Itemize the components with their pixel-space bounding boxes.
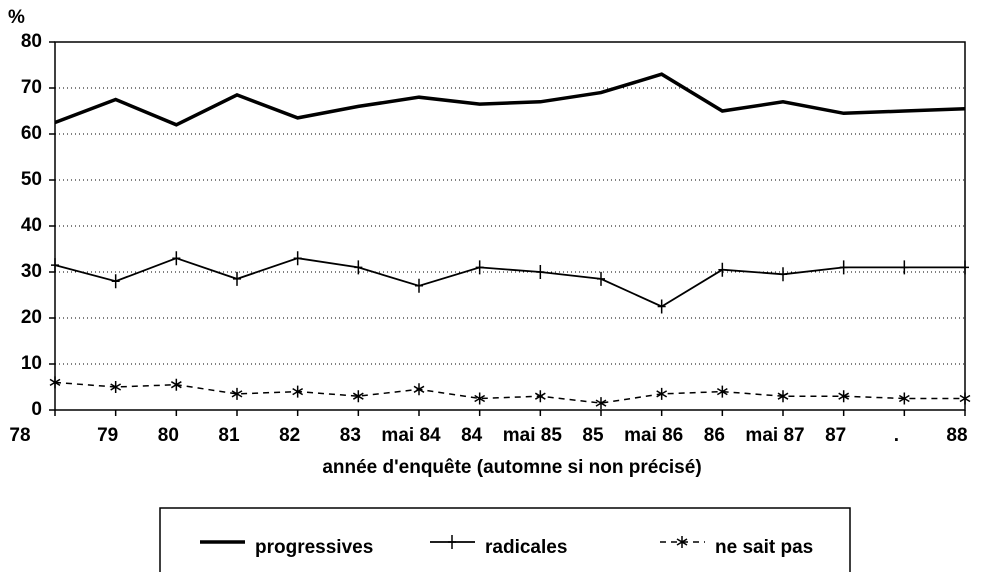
marker xyxy=(900,260,909,275)
marker xyxy=(536,265,545,279)
legend-label: radicales xyxy=(485,537,567,558)
marker xyxy=(293,251,302,266)
x-axis-title: année d'enquête (automne si non précisé) xyxy=(322,457,701,478)
marker xyxy=(676,536,688,548)
x-tick-label: 86 xyxy=(704,425,725,446)
x-tick-label: 79 xyxy=(97,425,118,446)
x-tick-label: 78 xyxy=(9,425,30,446)
marker xyxy=(352,390,364,403)
marker xyxy=(233,271,241,286)
legend-box xyxy=(159,507,851,572)
marker xyxy=(656,387,668,400)
series-line xyxy=(54,72,966,127)
marker xyxy=(657,299,666,314)
marker xyxy=(413,383,425,396)
marker xyxy=(475,260,484,275)
marker xyxy=(110,381,122,393)
legend-label: progressives xyxy=(255,537,373,558)
x-tick-label: 81 xyxy=(218,425,240,446)
marker xyxy=(354,260,363,275)
marker xyxy=(49,376,61,389)
y-tick-label: 80 xyxy=(21,31,42,52)
marker xyxy=(777,390,789,403)
legend-label: ne sait pas xyxy=(715,537,813,558)
marker xyxy=(718,262,727,277)
marker xyxy=(51,258,59,273)
y-tick-label: 40 xyxy=(21,215,42,236)
marker xyxy=(595,397,607,410)
marker xyxy=(898,392,910,405)
marker xyxy=(172,251,181,266)
marker xyxy=(448,535,456,549)
series-line xyxy=(54,381,965,404)
x-tick-label: 84 xyxy=(461,425,483,446)
y-tick-label: 70 xyxy=(21,77,42,98)
marker xyxy=(415,278,423,293)
marker xyxy=(716,385,728,398)
marker xyxy=(231,387,243,400)
x-tick-label: mai 87 xyxy=(745,425,804,446)
x-tick-label: 85 xyxy=(582,425,604,446)
x-tick-label: 82 xyxy=(279,425,300,446)
marker xyxy=(961,260,969,275)
y-tick-label: 60 xyxy=(21,123,42,144)
y-tick-label: 10 xyxy=(21,353,42,374)
y-tick-label: 50 xyxy=(21,169,42,190)
marker xyxy=(292,385,304,398)
x-tick-label: mai 86 xyxy=(624,425,683,446)
marker xyxy=(170,378,182,391)
y-unit: % xyxy=(8,7,25,28)
y-tick-label: 20 xyxy=(21,307,42,328)
marker xyxy=(779,267,787,282)
marker xyxy=(534,390,546,403)
y-tick-label: 30 xyxy=(21,261,42,282)
marker xyxy=(111,274,120,289)
plot-frame xyxy=(54,41,966,411)
marker xyxy=(597,271,605,286)
x-tick-label: . xyxy=(894,425,899,446)
x-tick-label: mai 85 xyxy=(503,425,563,446)
series-line xyxy=(54,257,965,308)
x-tick-label: 83 xyxy=(340,425,361,446)
x-tick-label: mai 84 xyxy=(381,425,441,446)
y-tick-label: 0 xyxy=(31,399,42,420)
marker xyxy=(839,260,848,275)
marker xyxy=(474,392,486,405)
x-tick-label: 88 xyxy=(946,425,967,446)
marker xyxy=(959,392,971,405)
x-tick-label: 80 xyxy=(158,425,179,446)
x-tick-label: 87 xyxy=(825,425,846,446)
marker xyxy=(838,390,850,403)
